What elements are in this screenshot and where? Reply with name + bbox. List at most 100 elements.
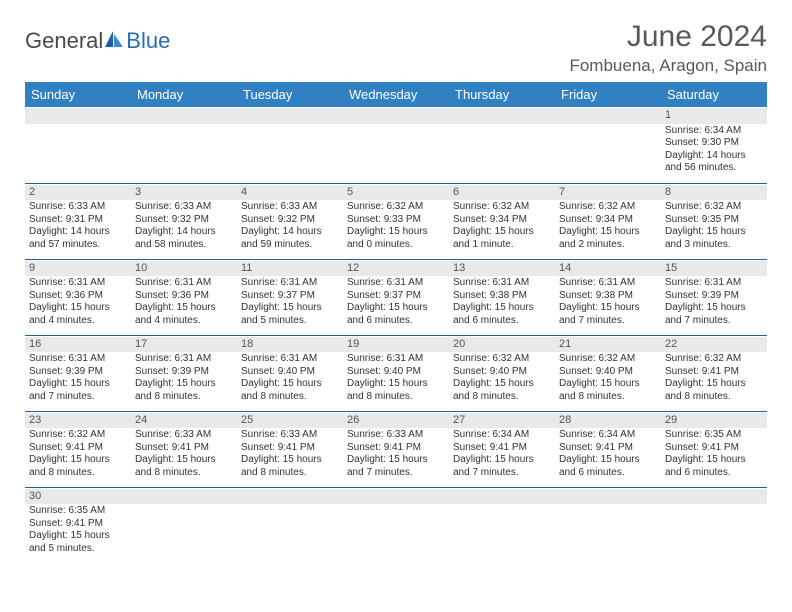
sunrise-text: Sunrise: 6:31 AM: [241, 353, 339, 366]
calendar-cell: [25, 107, 131, 183]
day-number-empty: [661, 489, 767, 505]
daylight-text: Daylight: 15 hours: [241, 378, 339, 391]
sunrise-text: Sunrise: 6:31 AM: [135, 277, 233, 290]
sunrise-text: Sunrise: 6:33 AM: [347, 429, 445, 442]
sunrise-text: Sunrise: 6:33 AM: [135, 201, 233, 214]
calendar-cell: 19Sunrise: 6:31 AMSunset: 9:40 PMDayligh…: [343, 335, 449, 411]
daylight-text: and 8 minutes.: [241, 391, 339, 404]
daylight-text: and 6 minutes.: [665, 467, 763, 480]
day-number: 10: [131, 261, 237, 277]
daylight-text: and 8 minutes.: [347, 391, 445, 404]
day-number-empty: [131, 108, 237, 124]
calendar-cell: 27Sunrise: 6:34 AMSunset: 9:41 PMDayligh…: [449, 411, 555, 487]
daylight-text: and 4 minutes.: [135, 315, 233, 328]
calendar-cell: 18Sunrise: 6:31 AMSunset: 9:40 PMDayligh…: [237, 335, 343, 411]
daylight-text: and 8 minutes.: [559, 391, 657, 404]
weekday-header: Thursday: [449, 82, 555, 107]
day-number: 8: [661, 185, 767, 201]
calendar-cell: [237, 487, 343, 563]
sunrise-text: Sunrise: 6:31 AM: [347, 353, 445, 366]
calendar-cell: 25Sunrise: 6:33 AMSunset: 9:41 PMDayligh…: [237, 411, 343, 487]
daylight-text: and 8 minutes.: [453, 391, 551, 404]
sunset-text: Sunset: 9:36 PM: [29, 290, 127, 303]
sunset-text: Sunset: 9:30 PM: [665, 137, 763, 150]
day-number-empty: [25, 108, 131, 124]
daylight-text: Daylight: 15 hours: [453, 226, 551, 239]
sunrise-text: Sunrise: 6:31 AM: [559, 277, 657, 290]
sunrise-text: Sunrise: 6:33 AM: [241, 201, 339, 214]
day-number: 12: [343, 261, 449, 277]
daylight-text: Daylight: 14 hours: [135, 226, 233, 239]
day-number-empty: [131, 489, 237, 505]
sunset-text: Sunset: 9:37 PM: [241, 290, 339, 303]
day-number: 3: [131, 185, 237, 201]
daylight-text: and 4 minutes.: [29, 315, 127, 328]
day-number: 7: [555, 185, 661, 201]
day-number: 19: [343, 337, 449, 353]
sunrise-text: Sunrise: 6:32 AM: [453, 201, 551, 214]
sunset-text: Sunset: 9:40 PM: [559, 366, 657, 379]
daylight-text: Daylight: 15 hours: [29, 530, 127, 543]
calendar-cell: 5Sunrise: 6:32 AMSunset: 9:33 PMDaylight…: [343, 183, 449, 259]
sunset-text: Sunset: 9:31 PM: [29, 214, 127, 227]
weekday-header: Tuesday: [237, 82, 343, 107]
calendar-row: 30Sunrise: 6:35 AMSunset: 9:41 PMDayligh…: [25, 487, 767, 563]
daylight-text: and 5 minutes.: [29, 543, 127, 556]
calendar-cell: 29Sunrise: 6:35 AMSunset: 9:41 PMDayligh…: [661, 411, 767, 487]
sunset-text: Sunset: 9:39 PM: [135, 366, 233, 379]
daylight-text: Daylight: 15 hours: [665, 378, 763, 391]
weekday-header-row: Sunday Monday Tuesday Wednesday Thursday…: [25, 82, 767, 107]
logo: General Blue: [25, 28, 170, 54]
day-number-empty: [555, 489, 661, 505]
calendar-row: 16Sunrise: 6:31 AMSunset: 9:39 PMDayligh…: [25, 335, 767, 411]
sunset-text: Sunset: 9:39 PM: [29, 366, 127, 379]
calendar-cell: 15Sunrise: 6:31 AMSunset: 9:39 PMDayligh…: [661, 259, 767, 335]
calendar-cell: 12Sunrise: 6:31 AMSunset: 9:37 PMDayligh…: [343, 259, 449, 335]
daylight-text: and 0 minutes.: [347, 239, 445, 252]
daylight-text: and 5 minutes.: [241, 315, 339, 328]
sunset-text: Sunset: 9:39 PM: [665, 290, 763, 303]
sunrise-text: Sunrise: 6:32 AM: [665, 353, 763, 366]
day-number: 18: [237, 337, 343, 353]
sunrise-text: Sunrise: 6:33 AM: [29, 201, 127, 214]
calendar-cell: 24Sunrise: 6:33 AMSunset: 9:41 PMDayligh…: [131, 411, 237, 487]
logo-text-blue: Blue: [126, 28, 170, 54]
calendar-cell: 7Sunrise: 6:32 AMSunset: 9:34 PMDaylight…: [555, 183, 661, 259]
weekday-header: Wednesday: [343, 82, 449, 107]
day-number-empty: [449, 489, 555, 505]
sunrise-text: Sunrise: 6:35 AM: [29, 505, 127, 518]
calendar-cell: [555, 487, 661, 563]
calendar-cell: 6Sunrise: 6:32 AMSunset: 9:34 PMDaylight…: [449, 183, 555, 259]
sunset-text: Sunset: 9:41 PM: [453, 442, 551, 455]
sunrise-text: Sunrise: 6:31 AM: [135, 353, 233, 366]
daylight-text: Daylight: 15 hours: [559, 226, 657, 239]
daylight-text: Daylight: 14 hours: [241, 226, 339, 239]
weekday-header: Sunday: [25, 82, 131, 107]
sunset-text: Sunset: 9:41 PM: [29, 442, 127, 455]
sunset-text: Sunset: 9:40 PM: [241, 366, 339, 379]
calendar-cell: 28Sunrise: 6:34 AMSunset: 9:41 PMDayligh…: [555, 411, 661, 487]
day-number: 2: [25, 185, 131, 201]
sunset-text: Sunset: 9:41 PM: [665, 366, 763, 379]
sunrise-text: Sunrise: 6:31 AM: [453, 277, 551, 290]
daylight-text: and 57 minutes.: [29, 239, 127, 252]
calendar-cell: 16Sunrise: 6:31 AMSunset: 9:39 PMDayligh…: [25, 335, 131, 411]
calendar-row: 9Sunrise: 6:31 AMSunset: 9:36 PMDaylight…: [25, 259, 767, 335]
daylight-text: Daylight: 15 hours: [29, 302, 127, 315]
sunset-text: Sunset: 9:32 PM: [135, 214, 233, 227]
day-number: 16: [25, 337, 131, 353]
calendar-cell: 8Sunrise: 6:32 AMSunset: 9:35 PMDaylight…: [661, 183, 767, 259]
location: Fombuena, Aragon, Spain: [569, 56, 767, 76]
day-number-empty: [237, 108, 343, 124]
daylight-text: Daylight: 14 hours: [29, 226, 127, 239]
sunrise-text: Sunrise: 6:31 AM: [29, 277, 127, 290]
calendar-cell: [131, 107, 237, 183]
calendar-cell: 22Sunrise: 6:32 AMSunset: 9:41 PMDayligh…: [661, 335, 767, 411]
day-number: 30: [25, 489, 131, 505]
daylight-text: and 7 minutes.: [665, 315, 763, 328]
calendar-cell: 3Sunrise: 6:33 AMSunset: 9:32 PMDaylight…: [131, 183, 237, 259]
sunset-text: Sunset: 9:41 PM: [665, 442, 763, 455]
calendar-cell: 13Sunrise: 6:31 AMSunset: 9:38 PMDayligh…: [449, 259, 555, 335]
day-number: 1: [661, 108, 767, 124]
daylight-text: Daylight: 15 hours: [135, 302, 233, 315]
